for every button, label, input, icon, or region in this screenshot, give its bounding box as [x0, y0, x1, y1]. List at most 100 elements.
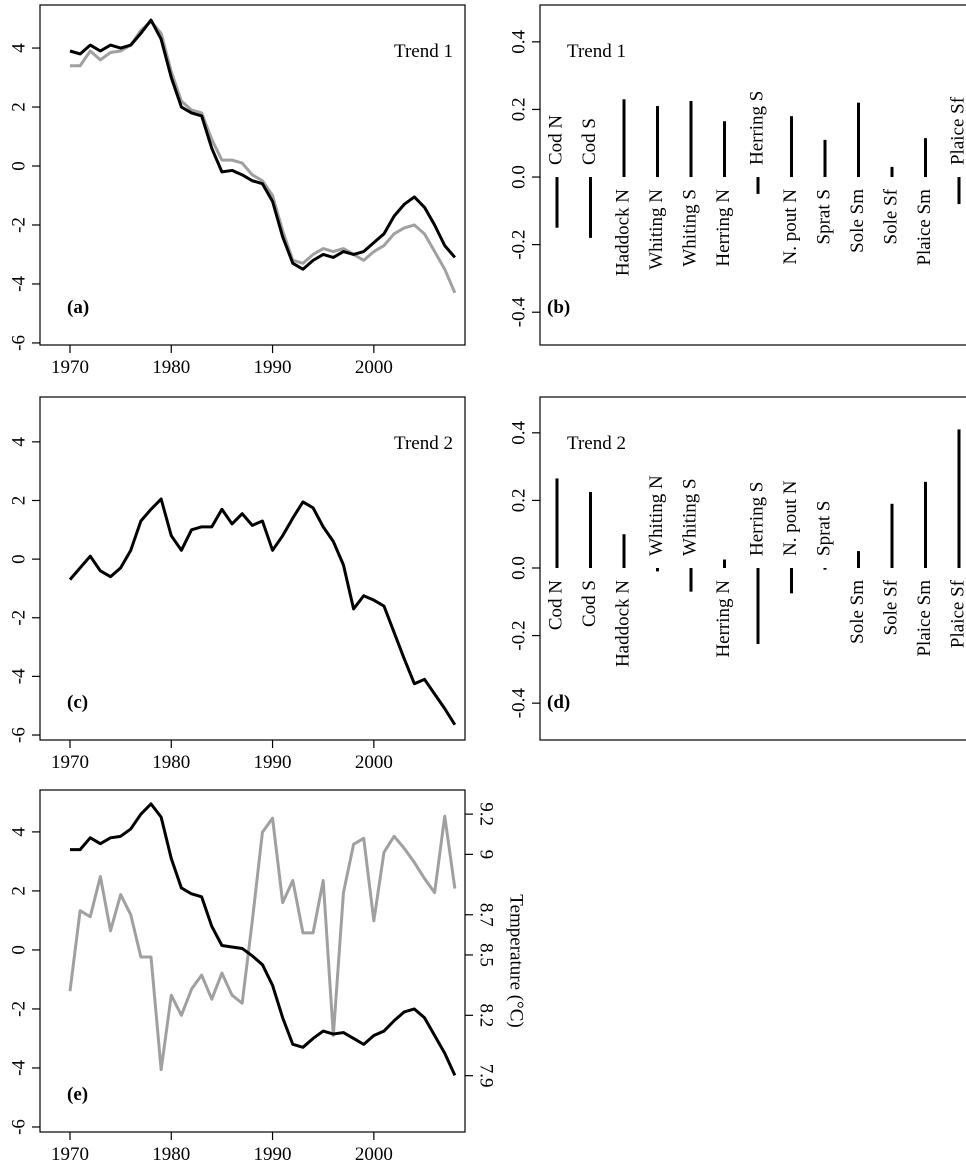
- y-tick-label: 4: [8, 827, 29, 837]
- y-tick-label: 0: [8, 945, 29, 955]
- bar: [957, 177, 961, 205]
- bar: [924, 138, 927, 178]
- series-line: [68, 814, 457, 1072]
- bar-label: Whiting S: [679, 189, 700, 267]
- y-tick-label: -2: [8, 610, 29, 626]
- y-tick-label: 0.4: [508, 420, 529, 444]
- bar-label: Herring S: [746, 482, 767, 556]
- y-tick-label: -0.4: [508, 688, 529, 719]
- panel-label: (b): [547, 297, 570, 318]
- y-tick-label: -0.4: [508, 297, 529, 328]
- series-line: [69, 20, 457, 294]
- x-tick-label: 2000: [355, 357, 393, 378]
- y-tick-label: -2: [8, 217, 29, 233]
- bar: [689, 100, 693, 178]
- bar: [689, 567, 693, 592]
- bar-label: Plaice Sm: [914, 189, 935, 266]
- panel-frame: [39, 396, 466, 741]
- y-tick-label: 4: [8, 43, 29, 53]
- bar-label: Sole Sf: [880, 579, 901, 635]
- panel-annotation: Trend 2: [567, 433, 626, 454]
- bar: [957, 429, 961, 568]
- x-tick-label: 1970: [51, 357, 89, 378]
- y-tick-label: 0.0: [508, 556, 529, 580]
- y-tick-label: -4: [8, 668, 29, 684]
- x-tick-label: 1980: [152, 1144, 190, 1165]
- bar-label: Herring N: [713, 189, 734, 267]
- bar-label: Whiting N: [646, 475, 667, 556]
- y-tick-label: 0: [8, 161, 29, 171]
- y2-tick-label: 8.7: [476, 903, 497, 927]
- bar-label: Herring S: [746, 91, 767, 165]
- panel-frame: [39, 789, 466, 1133]
- bar: [756, 567, 760, 645]
- panel-label: (a): [67, 297, 89, 318]
- bar-label: Cod N: [545, 580, 566, 630]
- bar-label: Cod S: [579, 580, 600, 627]
- y-tick-label: 4: [8, 437, 29, 447]
- y-tick-label: -4: [8, 276, 29, 292]
- y-tick-label: 2: [8, 102, 29, 112]
- bar: [823, 567, 827, 570]
- bar-label: Sprat S: [813, 501, 834, 556]
- bar-label: N. pout N: [780, 189, 801, 265]
- bar: [790, 116, 793, 178]
- bar: [790, 567, 793, 594]
- x-tick-label: 1980: [152, 357, 190, 378]
- y-tick-label: 0.2: [508, 489, 529, 513]
- x-tick-label: 1980: [152, 752, 190, 773]
- bar: [622, 99, 626, 178]
- x-tick-label: 1990: [254, 357, 292, 378]
- bar: [857, 551, 860, 568]
- bar: [723, 121, 726, 178]
- series-line: [69, 18, 457, 271]
- y-tick-label: 0.2: [508, 98, 529, 122]
- panel-annotation: Trend 2: [394, 433, 453, 454]
- bar: [756, 177, 760, 194]
- y-tick-label: 2: [8, 886, 29, 896]
- x-tick-label: 2000: [355, 1144, 393, 1165]
- panel-label: (c): [67, 692, 88, 713]
- bar: [723, 559, 726, 568]
- panel-label: (e): [67, 1084, 88, 1105]
- bar-label: Plaice Sf: [947, 579, 966, 648]
- panel-frame: [39, 4, 466, 346]
- panel-annotation: Trend 1: [394, 41, 453, 62]
- bar-label: Sole Sm: [847, 189, 868, 253]
- series-line: [69, 802, 457, 1076]
- panel-annotation: Trend 1: [567, 41, 626, 62]
- bar-label: Sole Sm: [847, 580, 868, 644]
- bar-label: Whiting S: [679, 478, 700, 556]
- y2-axis-label: Temperature (°C): [506, 894, 527, 1027]
- bar: [924, 481, 927, 568]
- panel-frame: [539, 4, 966, 346]
- bar-label: Herring N: [713, 580, 734, 658]
- bar: [656, 567, 659, 572]
- bar-label: Whiting N: [646, 189, 667, 270]
- bar: [857, 102, 860, 178]
- x-tick-label: 1990: [254, 752, 292, 773]
- bar: [890, 503, 894, 568]
- bar-label: Plaice Sm: [914, 580, 935, 657]
- x-tick-label: 1970: [51, 752, 89, 773]
- y-tick-label: -6: [8, 335, 29, 351]
- bar-label: Cod S: [579, 118, 600, 165]
- bar: [555, 177, 559, 228]
- y-tick-label: 0: [8, 554, 29, 564]
- bar: [555, 478, 559, 568]
- series-line: [68, 497, 457, 726]
- y2-tick-label: 9: [476, 850, 497, 860]
- x-tick-label: 2000: [355, 752, 393, 773]
- y-tick-label: -6: [8, 727, 29, 743]
- y-tick-label: 0.0: [508, 165, 529, 189]
- y2-tick-label: 7.9: [476, 1064, 497, 1088]
- bar-label: Haddock N: [612, 189, 633, 276]
- bar: [622, 534, 626, 568]
- panel-label: (d): [547, 692, 570, 713]
- bar-label: Sole Sf: [880, 188, 901, 244]
- bar: [656, 106, 659, 178]
- y2-tick-label: 8.5: [476, 943, 497, 967]
- y-tick-label: -0.2: [508, 230, 529, 260]
